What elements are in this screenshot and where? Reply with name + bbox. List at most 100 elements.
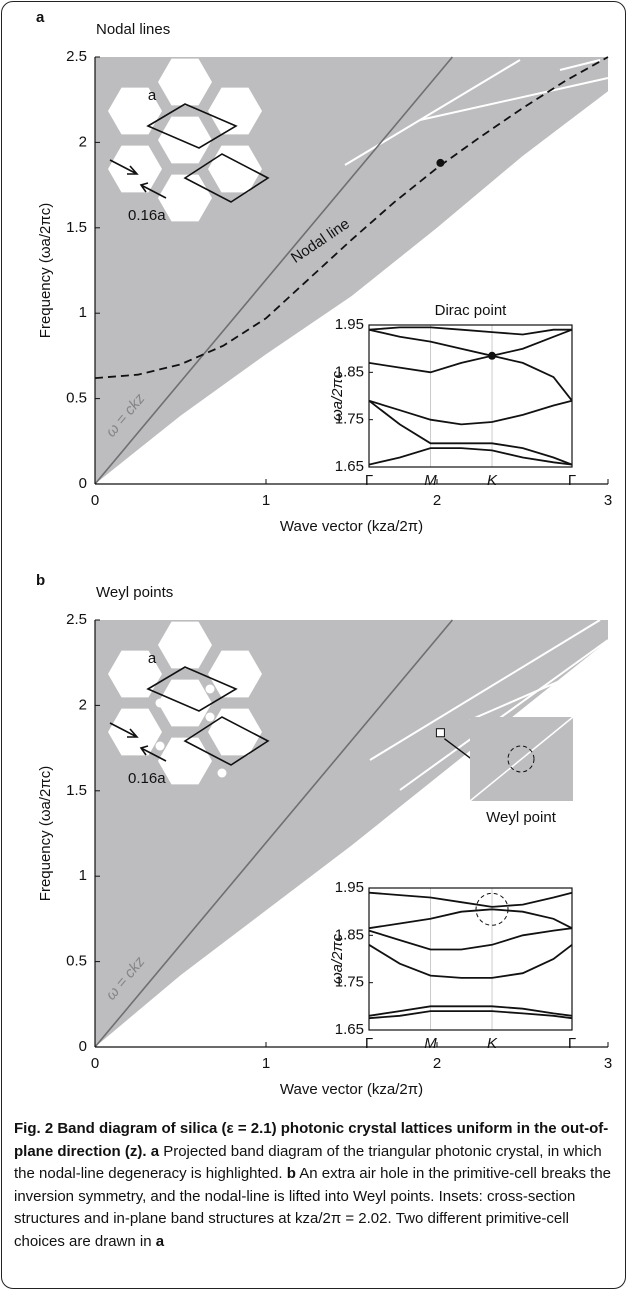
dirac-point xyxy=(436,158,445,167)
x-tick-label: 3 xyxy=(604,1055,612,1072)
zoom-circle xyxy=(507,745,535,773)
inset-y-label: ωa/2πc xyxy=(329,370,346,421)
y-tick-label: 0 xyxy=(79,475,87,492)
band-gap xyxy=(559,59,601,71)
extra-hole xyxy=(217,768,227,778)
inset-x-tick-label: K xyxy=(487,1035,498,1052)
hexagon-hole xyxy=(108,708,162,756)
inset-band xyxy=(368,354,573,402)
y-tick-label: 2 xyxy=(79,133,87,150)
hexagon-hole xyxy=(158,737,212,785)
inset-frame xyxy=(368,324,573,468)
y-axis-label: Frequency (ωa/2πc) xyxy=(37,203,54,338)
inset-band xyxy=(368,891,573,908)
inset-band xyxy=(368,944,573,979)
nodal-line xyxy=(94,56,609,379)
y-axis-label: Frequency (ωa/2πc) xyxy=(37,766,54,901)
arrow xyxy=(139,182,167,199)
band-gap xyxy=(399,639,609,791)
hexagon-hole xyxy=(108,650,162,698)
primitive-cell xyxy=(146,666,238,712)
light-line xyxy=(94,56,454,485)
arrow xyxy=(139,745,167,762)
hexagon-hole xyxy=(208,650,262,698)
zoom-marker xyxy=(435,728,445,738)
caption-run: Projected band diagram of the triangular… xyxy=(14,1142,602,1183)
hexagon-hole xyxy=(158,58,212,106)
zoom-label: Weyl point xyxy=(486,809,557,826)
hexagon-hole xyxy=(158,621,212,669)
inset-x-tick-label: Γ xyxy=(365,1035,373,1052)
x-tick-label: 1 xyxy=(262,492,270,509)
hexagon-hole xyxy=(208,708,262,756)
inset-x-tick-label: M xyxy=(424,472,437,489)
x-tick-label: 2 xyxy=(433,492,441,509)
y-tick-label: 1 xyxy=(79,304,87,321)
inset-y-tick-label: 1.65 xyxy=(335,458,364,475)
inset-background xyxy=(369,325,572,467)
panel-letter: a xyxy=(36,9,45,26)
y-tick-label: 0.5 xyxy=(66,953,87,970)
caption-run: b xyxy=(286,1165,296,1182)
weyl-circle xyxy=(475,892,509,926)
inset-band xyxy=(368,1005,573,1017)
x-axis-label: Wave vector (kza/2π) xyxy=(280,1081,423,1098)
panel-title: Nodal lines xyxy=(96,21,170,38)
inset-band xyxy=(368,328,573,357)
x-tick-label: 0 xyxy=(91,1055,99,1072)
extra-hole xyxy=(205,712,215,722)
hexagon-hole xyxy=(158,116,212,164)
lattice-label: a xyxy=(148,87,157,104)
y-tick-label: 2.5 xyxy=(66,611,87,628)
inset-band xyxy=(368,1010,573,1020)
inset-x-tick-label: K xyxy=(487,472,498,489)
inset-background xyxy=(369,888,572,1030)
x-tick-label: 3 xyxy=(604,492,612,509)
caption-run: a xyxy=(150,1142,160,1160)
inset-band xyxy=(368,326,572,336)
primitive-cell xyxy=(146,103,238,149)
caption: Fig. 2 Band diagram of silica (ε = 2.1) … xyxy=(14,1118,614,1253)
extra-hole xyxy=(155,741,165,751)
x-tick-label: 2 xyxy=(433,1055,441,1072)
panel-title: Weyl points xyxy=(96,584,173,601)
x-axis-label: Wave vector (kza/2π) xyxy=(280,518,423,535)
inset-frame xyxy=(368,887,573,1031)
inset-x-tick-label: Γ xyxy=(568,1035,576,1052)
inset-y-tick-label: 1.85 xyxy=(335,926,364,943)
light-line xyxy=(94,619,454,1048)
inset-band xyxy=(368,399,573,426)
y-tick-label: 0.5 xyxy=(66,390,87,407)
arrow xyxy=(109,722,139,738)
inset-y-tick-label: 1.95 xyxy=(335,879,364,896)
inset-y-tick-label: 1.85 xyxy=(335,363,364,380)
caption-run: An extra air hole in the primitive-cell … xyxy=(14,1165,612,1250)
inset-x-tick-label: Γ xyxy=(568,472,576,489)
inset-band xyxy=(368,908,573,930)
hexagon-hole xyxy=(108,87,162,135)
hexagon-hole xyxy=(208,87,262,135)
dirac-point xyxy=(488,351,497,360)
band-gap xyxy=(344,59,521,166)
inset-band xyxy=(368,927,573,951)
inset-y-label: ωa/2πc xyxy=(329,933,346,984)
x-tick-label: 0 xyxy=(91,492,99,509)
y-tick-label: 1 xyxy=(79,867,87,884)
y-tick-label: 1.5 xyxy=(66,219,87,236)
y-tick-label: 0 xyxy=(79,1038,87,1055)
hexagon-hole xyxy=(208,145,262,193)
band-gap xyxy=(369,619,601,761)
lattice-sketch: a 0.16a xyxy=(108,58,270,224)
arrow xyxy=(109,159,139,175)
band-gap xyxy=(419,77,609,121)
hexagon-hole xyxy=(158,174,212,222)
panel-letter: b xyxy=(36,572,45,589)
inset-y-tick-label: 1.75 xyxy=(335,411,364,428)
zoom-band xyxy=(469,716,574,802)
band-gap xyxy=(469,659,609,721)
inset-band xyxy=(368,447,573,466)
x-tick-label: 1 xyxy=(262,1055,270,1072)
y-tick-label: 1.5 xyxy=(66,782,87,799)
